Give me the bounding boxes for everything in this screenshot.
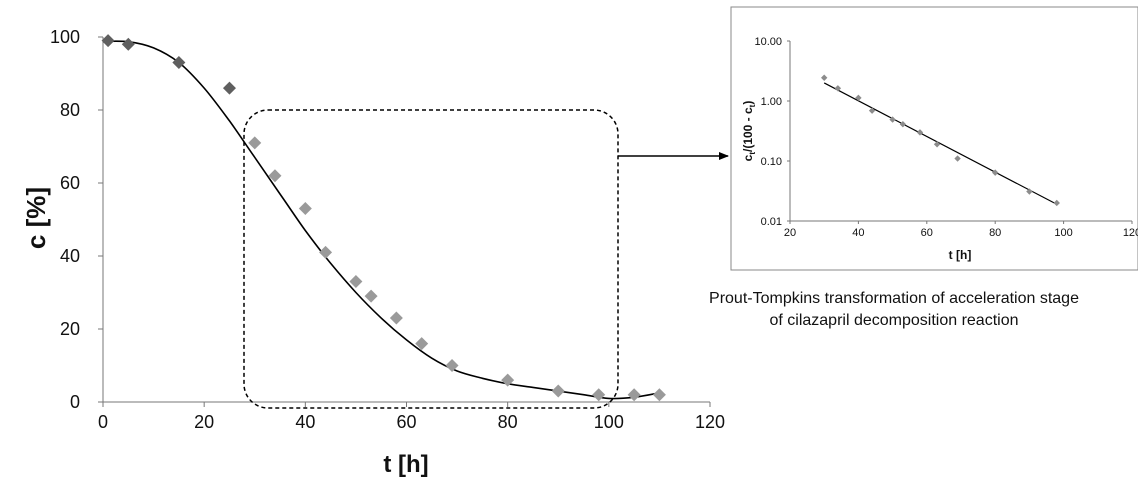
inset-x-tick-label: 100 (1054, 227, 1072, 239)
inset-data-point (1026, 188, 1033, 195)
main-data-point (501, 373, 515, 387)
inset-y-label-close: ) (741, 101, 755, 105)
main-data-point (551, 384, 565, 398)
inset-x-tick-label: 20 (784, 227, 796, 239)
main-x-tick-label: 60 (396, 412, 416, 432)
inset-data-point (868, 107, 876, 114)
inset-y-tick-label: 10.00 (754, 36, 782, 48)
main-data-points (101, 34, 666, 402)
inset-trend-line-group (823, 82, 1058, 205)
main-y-tick-label: 20 (60, 319, 80, 339)
inset-x-tick-label: 60 (921, 227, 933, 239)
inset-data-point (954, 155, 961, 162)
main-data-point (445, 359, 459, 372)
inset-data-point (855, 94, 862, 102)
main-data-point (268, 169, 282, 183)
main-x-tick-label: 0 (98, 412, 108, 432)
main-chart: 0 20 40 60 80 100 120 0 20 40 60 80 100 c [%] t [h] (21, 27, 725, 478)
inset-x-tick-label: 120 (1123, 227, 1138, 239)
inset-data-point (899, 121, 907, 128)
inset-data-point (916, 129, 924, 136)
main-data-point (248, 136, 262, 150)
main-data-point (389, 311, 403, 325)
inset-y-label-c1: c (741, 154, 755, 161)
inset-data-point (834, 85, 842, 92)
main-x-tick-label: 120 (695, 412, 725, 432)
caption-line-1: Prout-Tompkins transformation of acceler… (709, 290, 1079, 307)
main-data-point (121, 37, 135, 51)
main-data-point (415, 337, 429, 351)
main-x-axis-label: t [h] (383, 451, 428, 478)
main-data-point (101, 34, 115, 48)
main-fitted-curve (102, 40, 660, 400)
main-data-point (627, 388, 641, 402)
inset-data-point (889, 116, 896, 123)
inset-frame (730, 6, 1138, 271)
inset-data-point (992, 169, 999, 176)
inset-data-points (821, 74, 1060, 207)
inset-x-axis-label: t [h] (949, 248, 972, 262)
main-x-tick-label: 20 (194, 412, 214, 432)
caption-line-2: of cilazapril decomposition reaction (769, 312, 1019, 329)
main-data-point (298, 202, 312, 216)
main-ticks: 0 20 40 60 80 100 120 0 20 40 60 80 100 (50, 27, 725, 432)
main-data-point (349, 275, 363, 289)
main-x-tick-label: 40 (295, 412, 315, 432)
main-y-tick-label: 60 (60, 173, 80, 193)
main-data-point (592, 388, 606, 402)
inset-data-point (821, 74, 828, 81)
main-fitted-curve-group (102, 40, 660, 400)
inset-y-axis-label: ct/(100 - ct) (741, 101, 757, 162)
inset-y-label-sub1: t (748, 152, 757, 155)
inset-y-tick-label: 1.00 (761, 96, 782, 108)
main-y-tick-label: 80 (60, 100, 80, 120)
inset-y-tick-label: 0.10 (761, 156, 782, 168)
main-y-tick-label: 0 (70, 392, 80, 412)
main-data-point (222, 81, 236, 95)
inset-ticks: 20 40 60 80 100 120 0.01 0.10 1.00 10.00 (754, 36, 1138, 239)
main-data-point (172, 56, 186, 70)
inset-trend-line (823, 82, 1058, 205)
inset-x-tick-label: 80 (989, 227, 1001, 239)
main-data-point (319, 245, 333, 259)
inset-data-point (933, 141, 941, 148)
main-x-tick-label: 100 (594, 412, 624, 432)
acceleration-stage-selection-box (243, 109, 619, 409)
main-x-tick-label: 80 (498, 412, 518, 432)
main-y-tick-label: 100 (50, 27, 80, 47)
inset-y-label-mid: /(100 - c (741, 107, 755, 152)
inset-caption: Prout-Tompkins transformation of acceler… (650, 288, 1138, 332)
inset-y-label-sub2: t (748, 104, 757, 107)
main-data-point (652, 388, 666, 402)
inset-y-tick-label: 0.01 (761, 216, 782, 228)
main-y-tick-label: 40 (60, 246, 80, 266)
main-data-point (364, 289, 378, 303)
inset-x-tick-label: 40 (852, 227, 864, 239)
inset-data-point (1053, 199, 1060, 207)
main-y-axis-label: c [%] (21, 187, 51, 249)
